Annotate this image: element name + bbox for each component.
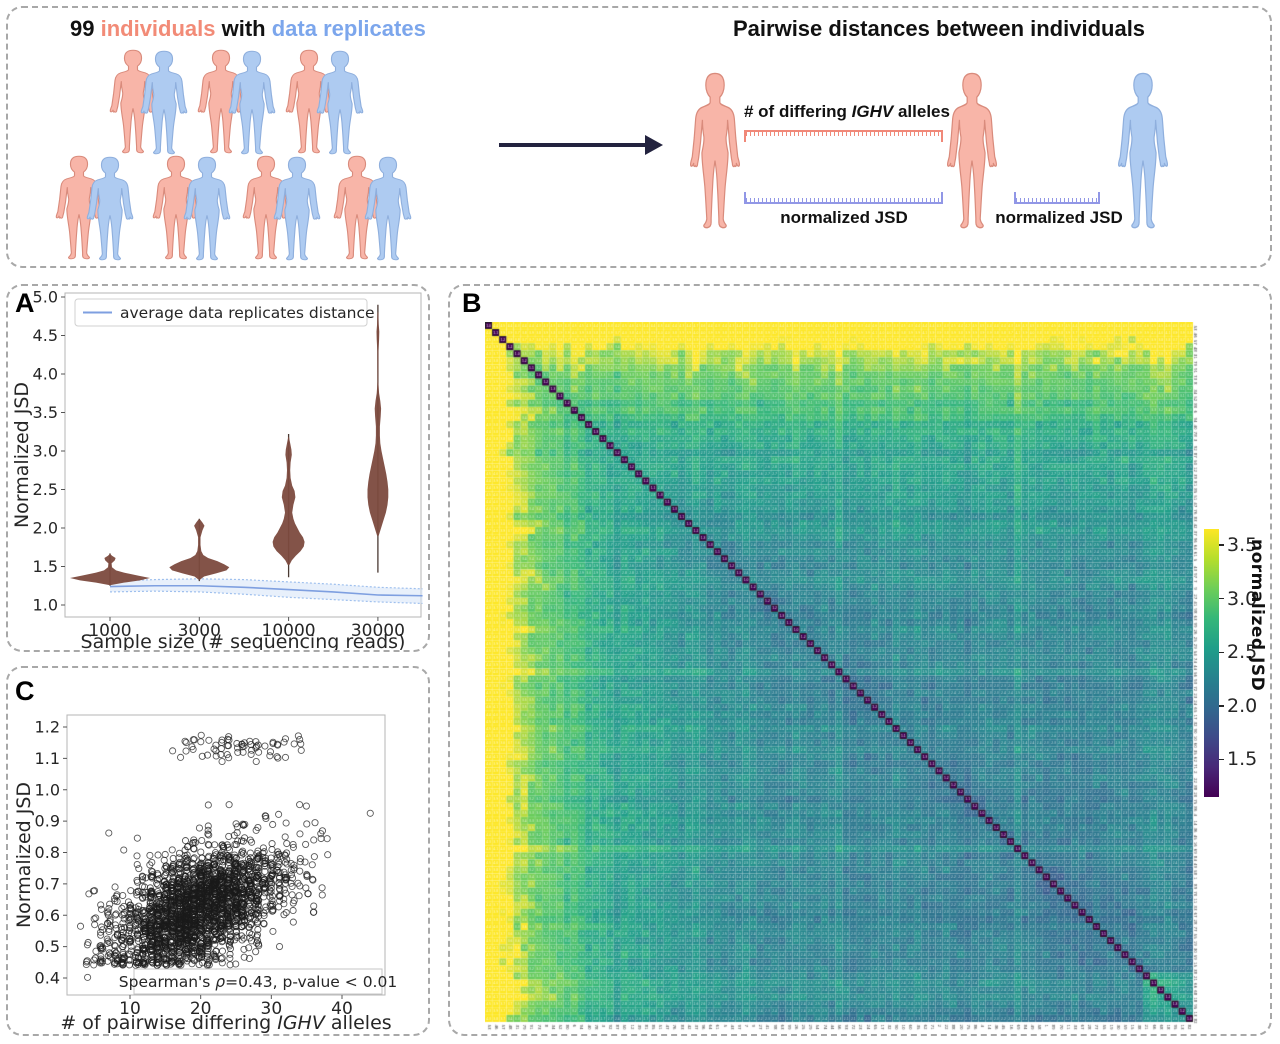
colorbar-tick-label: 2.0 xyxy=(1227,694,1258,717)
panel-a-label: A xyxy=(15,288,35,318)
svg-text:30000: 30000 xyxy=(351,621,405,641)
left-schematic-title: 99 individuals with data replicates xyxy=(70,16,426,42)
jsd-ruler-left-icon xyxy=(744,192,943,204)
svg-text:2.5: 2.5 xyxy=(33,480,58,499)
svg-text:0.4: 0.4 xyxy=(35,969,60,988)
schematic-panel: 99 individuals with data replicates Pair… xyxy=(6,6,1272,268)
svg-text:0.6: 0.6 xyxy=(35,906,60,925)
svg-text:0.5: 0.5 xyxy=(35,937,60,956)
svg-text:4.5: 4.5 xyxy=(33,326,58,345)
alleles-ruler-icon xyxy=(744,130,943,142)
colorbar-tick-mark xyxy=(1219,651,1224,654)
panel-b-heatmap: B 1.5 2.0 2.5 3.0 3.5 normalized JSD xyxy=(448,284,1272,1044)
colorbar-tick-label: 1.5 xyxy=(1227,748,1258,771)
svg-text:3.5: 3.5 xyxy=(33,403,58,422)
svg-text:1000: 1000 xyxy=(88,621,131,641)
svg-text:1.2: 1.2 xyxy=(35,718,60,737)
pairwise-distance-heatmap xyxy=(485,322,1213,1044)
jsd-label-right: normalized JSD xyxy=(995,208,1123,227)
panel-c-label: C xyxy=(15,676,35,706)
right-schematic-title: Pairwise distances between individuals xyxy=(733,16,1146,41)
svg-text:0.8: 0.8 xyxy=(35,843,60,862)
colorbar-tick-label: 2.5 xyxy=(1227,641,1258,664)
arrow-head-icon xyxy=(645,135,663,155)
svg-text:Normalized JSD: Normalized JSD xyxy=(11,382,33,528)
svg-text:10000: 10000 xyxy=(262,621,316,641)
colorbar-tick-mark xyxy=(1219,758,1224,761)
svg-text:20: 20 xyxy=(190,999,212,1019)
title-replicates: data replicates xyxy=(271,16,426,41)
colorbar-tick-label: 3.5 xyxy=(1227,534,1258,557)
colorbar-tick-mark xyxy=(1219,597,1224,600)
svg-text:average data replicates distan: average data replicates distance xyxy=(120,304,375,322)
title-individuals: individuals xyxy=(100,16,216,41)
svg-text:# of pairwise differing IGHV a: # of pairwise differing IGHV alleles xyxy=(60,1012,391,1034)
svg-text:5.0: 5.0 xyxy=(33,288,58,307)
svg-text:Spearman's ρ=0.43, p-value <: Spearman's ρ=0.43, p-value < 0.01 xyxy=(119,973,397,991)
person-silhouette-pink xyxy=(689,72,741,229)
panel-a-violin: A 1.0 1.5 2.0 2.5 3.0 3.5 4.0 4.5 5.0 1000 3000 100… xyxy=(6,284,430,652)
svg-text:1.1: 1.1 xyxy=(35,749,60,768)
title-with: with xyxy=(215,16,272,41)
colorbar xyxy=(1204,529,1219,797)
scatter-plot: 0.4 0.5 0.6 0.7 0.8 0.9 1.0 1.1 1.2 10 20 30 40 Norma… xyxy=(13,714,397,1034)
svg-text:0.9: 0.9 xyxy=(35,812,60,831)
colorbar-label: normalized JSD xyxy=(1247,539,1267,692)
svg-text:1.0: 1.0 xyxy=(35,780,60,799)
panel-b-label: B xyxy=(462,288,482,318)
violin-plot: 1.0 1.5 2.0 2.5 3.0 3.5 4.0 4.5 5.0 1000 3000 10000… xyxy=(11,288,423,650)
svg-text:4.0: 4.0 xyxy=(33,365,58,384)
svg-text:0.7: 0.7 xyxy=(35,874,60,893)
colorbar-tick-mark xyxy=(1219,705,1224,707)
svg-text:1.5: 1.5 xyxy=(33,557,58,576)
title-count: 99 xyxy=(70,16,101,41)
svg-text:10: 10 xyxy=(119,999,141,1019)
arrow-icon xyxy=(499,143,647,147)
svg-text:3.0: 3.0 xyxy=(33,442,58,461)
svg-text:3000: 3000 xyxy=(178,621,221,641)
svg-text:40: 40 xyxy=(331,999,353,1019)
panel-c-scatter: C 0.4 0.5 0.6 0.7 0.8 0.9 1.0 1.1 1.2 10 20 30 40 Nor… xyxy=(6,666,430,1036)
svg-text:Sample size (# sequencing read: Sample size (# sequencing reads) xyxy=(81,631,406,650)
colorbar-tick-mark xyxy=(1219,544,1224,546)
svg-text:1.0: 1.0 xyxy=(33,596,58,615)
svg-text:Normalized JSD: Normalized JSD xyxy=(13,782,35,928)
jsd-label-left: normalized JSD xyxy=(780,208,908,227)
svg-text:2.0: 2.0 xyxy=(33,519,58,538)
colorbar-tick-label: 3.0 xyxy=(1227,587,1258,610)
svg-text:30: 30 xyxy=(261,999,283,1019)
alleles-distance-label: # of differing IGHV alleles xyxy=(744,102,950,121)
jsd-ruler-right-icon xyxy=(1014,192,1100,204)
